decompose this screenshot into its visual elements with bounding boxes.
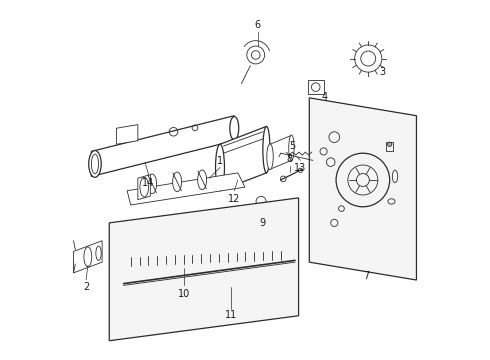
Polygon shape xyxy=(74,241,102,273)
Polygon shape xyxy=(92,116,234,176)
Text: 5: 5 xyxy=(290,141,296,151)
Ellipse shape xyxy=(263,126,270,173)
Polygon shape xyxy=(138,175,150,200)
Ellipse shape xyxy=(267,144,273,170)
Polygon shape xyxy=(127,173,245,205)
Polygon shape xyxy=(220,126,267,191)
Text: 11: 11 xyxy=(224,310,237,320)
Ellipse shape xyxy=(140,177,148,197)
Ellipse shape xyxy=(216,144,224,191)
Text: 2: 2 xyxy=(83,282,89,292)
Text: 13: 13 xyxy=(294,163,306,173)
Text: 6: 6 xyxy=(254,20,261,30)
Bar xyxy=(386,143,393,152)
Bar xyxy=(308,80,323,94)
Text: 9: 9 xyxy=(259,217,265,228)
Ellipse shape xyxy=(172,172,182,192)
Ellipse shape xyxy=(197,170,207,190)
Text: 3: 3 xyxy=(379,67,385,77)
Ellipse shape xyxy=(89,150,101,177)
Text: 8: 8 xyxy=(287,154,293,164)
Ellipse shape xyxy=(289,135,294,161)
Text: 7: 7 xyxy=(363,271,369,281)
Text: 1: 1 xyxy=(217,156,223,166)
Text: 4: 4 xyxy=(322,93,328,103)
Text: 10: 10 xyxy=(178,289,191,299)
Polygon shape xyxy=(109,198,298,341)
Ellipse shape xyxy=(230,117,239,140)
Polygon shape xyxy=(309,98,416,280)
Text: 12: 12 xyxy=(228,194,241,204)
Polygon shape xyxy=(117,125,138,144)
Ellipse shape xyxy=(147,174,157,194)
Circle shape xyxy=(388,142,392,147)
Text: 14: 14 xyxy=(143,178,155,188)
Polygon shape xyxy=(270,135,292,169)
